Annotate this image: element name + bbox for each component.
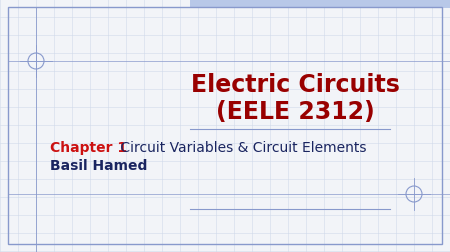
Text: Circuit Variables & Circuit Elements: Circuit Variables & Circuit Elements xyxy=(116,140,366,154)
Text: (EELE 2312): (EELE 2312) xyxy=(216,100,374,123)
Text: Chapter 1: Chapter 1 xyxy=(50,140,127,154)
Text: Basil Hamed: Basil Hamed xyxy=(50,158,148,172)
Text: Electric Circuits: Electric Circuits xyxy=(190,73,400,97)
Bar xyxy=(190,0,450,9)
